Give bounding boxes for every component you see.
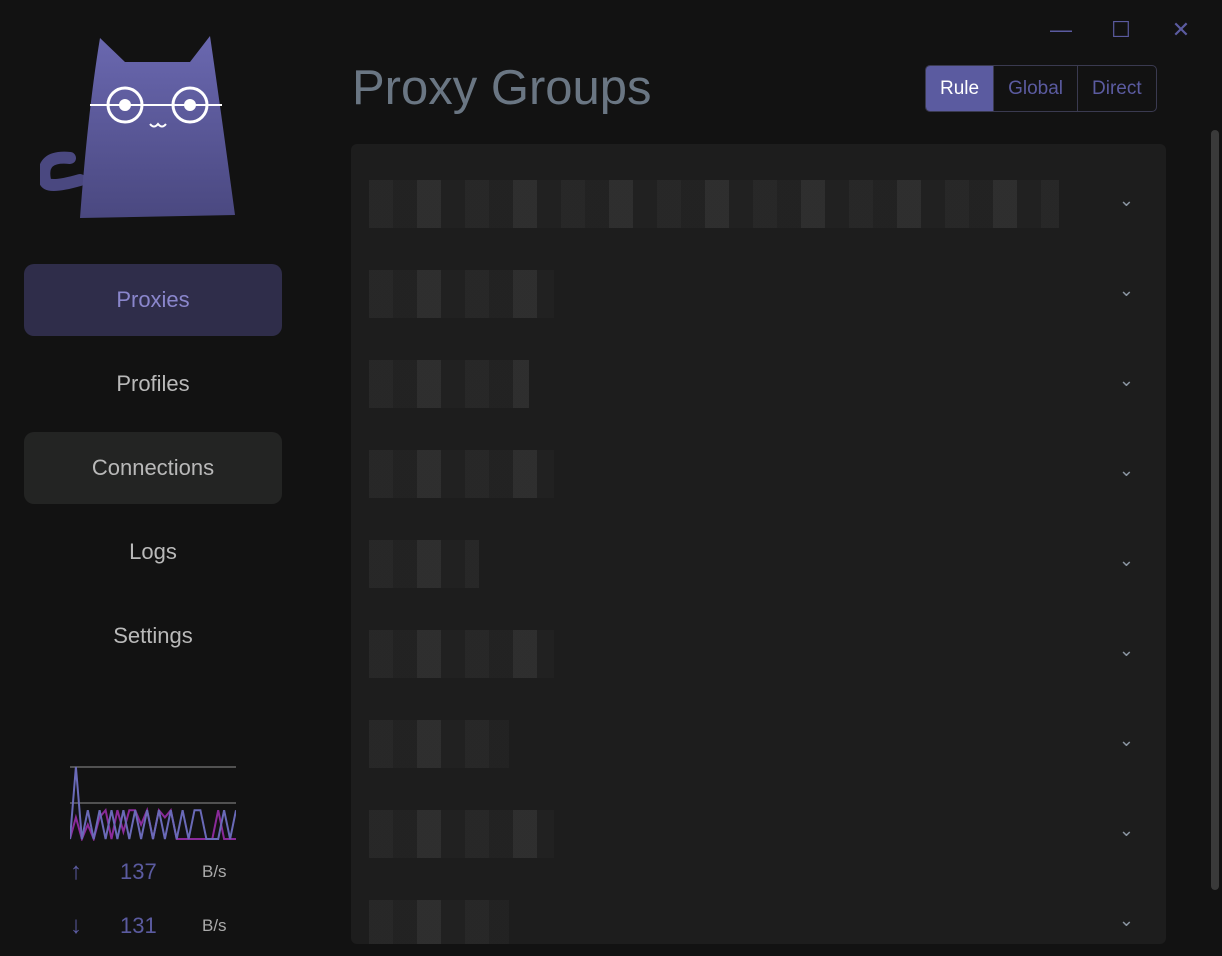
- selected-proxy-label: DIRECT: [403, 944, 474, 945]
- download-speed: ↓ 131 B/s: [70, 912, 227, 939]
- redacted-group-name: [369, 810, 554, 858]
- chevron-down-icon[interactable]: ⌄: [1118, 460, 1134, 480]
- proxy-group-row[interactable]: ⌄: [351, 336, 1166, 426]
- redacted-group-name: [369, 270, 554, 318]
- close-button[interactable]: ✕: [1171, 17, 1191, 42]
- redacted-group-name: [369, 450, 554, 498]
- redacted-group-name: [369, 360, 529, 408]
- chevron-down-icon[interactable]: ⌄: [1118, 910, 1134, 930]
- proxy-group-row[interactable]: ⌄: [351, 156, 1166, 246]
- upload-line: [70, 766, 236, 840]
- chevron-down-icon[interactable]: ⌄: [1118, 730, 1134, 750]
- nav-profiles[interactable]: Profiles: [116, 371, 190, 396]
- chevron-down-icon[interactable]: ⌄: [1118, 550, 1134, 570]
- chevron-down-icon[interactable]: ⌄: [1118, 280, 1134, 300]
- mode-direct[interactable]: Direct: [1077, 66, 1156, 111]
- chevron-down-icon[interactable]: ⌄: [1118, 820, 1134, 840]
- proxy-group-list: ⌄ ⌄ ⌄ ⌄ ⌄ ⌄ ⌄ ⌄ ⌄ ➤ DIRECT: [351, 144, 1166, 944]
- proxy-group-row[interactable]: ⌄ ➤ DIRECT: [351, 876, 1166, 944]
- maximize-button[interactable]: ☐: [1111, 17, 1131, 42]
- cat-logo: [40, 36, 235, 218]
- mode-global[interactable]: Global: [993, 66, 1077, 111]
- proxy-group-row[interactable]: ⌄: [351, 246, 1166, 336]
- minimize-button[interactable]: —: [1050, 17, 1072, 42]
- send-icon: ➤: [375, 943, 391, 944]
- chevron-down-icon[interactable]: ⌄: [1118, 640, 1134, 660]
- proxy-group-row[interactable]: ⌄: [351, 696, 1166, 786]
- redacted-group-name: [369, 540, 479, 588]
- chevron-down-icon[interactable]: ⌄: [1118, 370, 1134, 390]
- proxy-group-row[interactable]: ⌄: [351, 516, 1166, 606]
- chevron-down-icon[interactable]: ⌄: [1118, 190, 1134, 210]
- selected-proxy: ➤ DIRECT: [375, 943, 474, 945]
- mode-rule[interactable]: Rule: [926, 66, 994, 111]
- nav-logs[interactable]: Logs: [129, 539, 177, 564]
- redacted-group-name: [369, 180, 1059, 228]
- scrollbar[interactable]: [1211, 130, 1219, 890]
- redacted-group-name: [369, 900, 509, 944]
- arrow-up-icon: ↑: [70, 858, 82, 885]
- nav-settings[interactable]: Settings: [113, 623, 193, 648]
- nav-proxies[interactable]: Proxies: [24, 264, 282, 336]
- redacted-group-name: [369, 630, 554, 678]
- proxy-group-row[interactable]: ⌄: [351, 426, 1166, 516]
- mode-switch: Rule Global Direct: [925, 65, 1157, 112]
- traffic-graph: [70, 766, 236, 841]
- upload-speed: ↑ 137 B/s: [70, 858, 227, 885]
- redacted-group-name: [369, 720, 509, 768]
- page-title: Proxy Groups: [352, 61, 652, 115]
- proxy-group-row[interactable]: ⌄: [351, 606, 1166, 696]
- arrow-down-icon: ↓: [70, 912, 82, 939]
- proxy-group-row[interactable]: ⌄: [351, 786, 1166, 876]
- nav-connections[interactable]: Connections: [24, 432, 282, 504]
